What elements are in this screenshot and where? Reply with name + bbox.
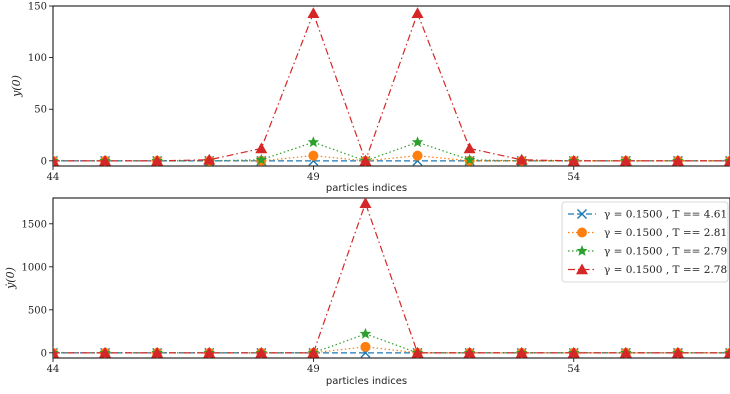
data-point — [515, 153, 528, 165]
data-point — [53, 346, 59, 358]
y-tick-label: 1000 — [22, 262, 47, 273]
x-tick-label: 44 — [47, 364, 60, 375]
y-tick-label: 50 — [34, 105, 47, 116]
series-line — [53, 11, 730, 163]
data-point — [308, 150, 319, 161]
legend-entry: γ = 0.1500 , T == 4.61 — [568, 209, 727, 221]
plot-frame — [52, 5, 730, 167]
data-point — [724, 154, 730, 166]
data-point — [515, 346, 528, 358]
legend-marker — [577, 227, 587, 238]
x-axis-label: particles indices — [326, 183, 407, 194]
plot-frame — [52, 197, 730, 359]
data-point — [671, 154, 684, 166]
legend-marker — [576, 263, 588, 275]
x-axis-label: particles indices — [326, 376, 407, 387]
y-tick-label: 1500 — [22, 219, 47, 230]
x-tick-label: 49 — [307, 364, 320, 375]
series-line — [53, 201, 730, 354]
legend-label: γ = 0.1500 , T == 2.81 — [604, 227, 727, 239]
data-point — [151, 154, 164, 166]
data-point — [619, 154, 632, 166]
data-point — [359, 154, 372, 166]
data-point — [99, 154, 112, 166]
data-point — [307, 7, 320, 19]
data-point — [463, 346, 476, 358]
data-point — [411, 7, 424, 19]
data-point — [411, 346, 424, 358]
x-tick-label: 49 — [307, 172, 320, 183]
legend-marker — [576, 245, 588, 256]
series-4 — [53, 7, 730, 166]
data-point — [307, 136, 320, 148]
y-tick-label: 0 — [41, 156, 47, 167]
legend-label: γ = 0.1500 , T == 2.78 — [604, 264, 727, 276]
data-point — [463, 142, 476, 154]
legend-label: γ = 0.1500 , T == 2.79 — [604, 246, 727, 258]
plot-area — [53, 198, 730, 358]
data-point — [619, 346, 632, 358]
y-tick-label: 500 — [28, 305, 47, 316]
data-point — [53, 154, 59, 166]
data-point — [255, 142, 268, 154]
data-point — [724, 346, 730, 358]
data-point — [567, 346, 580, 358]
chart-panel-2: 44 49 54 0 500 1000 1500 particles indices ẏ(0) γ… — [4, 197, 730, 387]
data-point — [307, 346, 320, 358]
x-tick-label: 44 — [47, 172, 60, 183]
data-point — [203, 153, 216, 165]
data-point — [671, 346, 684, 358]
data-point — [463, 153, 476, 165]
x-tick-label: 54 — [567, 364, 580, 375]
plot-area — [53, 7, 730, 166]
data-point — [255, 346, 268, 358]
data-point — [567, 154, 580, 166]
data-point — [99, 346, 112, 358]
legend-entry: γ = 0.1500 , T == 2.81 — [568, 227, 727, 239]
data-point — [255, 153, 268, 165]
legend-label: γ = 0.1500 , T == 4.61 — [604, 209, 727, 221]
data-point — [359, 327, 372, 339]
chart-panel-1: 44 49 54 0 50 100 150 particles indices y(0) — [10, 2, 730, 194]
y-tick-label: 100 — [28, 53, 47, 64]
data-point — [412, 150, 423, 161]
y-tick-label: 150 — [28, 2, 47, 13]
data-point — [360, 341, 371, 352]
data-point — [411, 136, 424, 148]
legend-marker — [577, 209, 587, 219]
data-point — [359, 198, 372, 208]
x-tick-label: 54 — [567, 172, 580, 183]
y-axis-label: y(0) — [10, 75, 23, 98]
data-point — [151, 346, 164, 358]
series-4 — [53, 198, 730, 358]
legend-entry: γ = 0.1500 , T == 2.78 — [568, 263, 727, 276]
legend-entry: γ = 0.1500 , T == 2.79 — [568, 245, 727, 258]
data-point — [203, 346, 216, 358]
legend: γ = 0.1500 , T == 4.61 γ = 0.1500 , T == … — [561, 201, 729, 283]
y-tick-label: 0 — [41, 348, 47, 359]
legend-box — [561, 201, 729, 283]
y-axis-label: ẏ(0) — [4, 267, 17, 290]
